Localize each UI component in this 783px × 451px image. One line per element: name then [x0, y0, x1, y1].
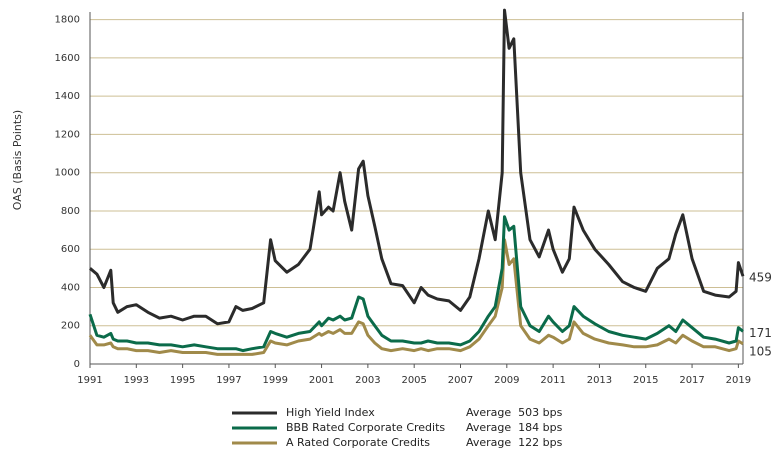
- end-label: 105: [749, 344, 772, 358]
- x-tick-label: 2017: [679, 375, 704, 386]
- y-tick-label: 0: [74, 359, 80, 370]
- legend-average: Average 184 bps: [466, 421, 563, 434]
- y-tick-label: 400: [61, 282, 80, 293]
- y-tick-label: 1200: [55, 129, 80, 140]
- x-tick-label: 1991: [77, 375, 102, 386]
- x-tick-label: 2019: [726, 375, 751, 386]
- x-tick-label: 2015: [633, 375, 658, 386]
- x-tick-label: 1999: [263, 375, 288, 386]
- y-tick-label: 800: [61, 206, 80, 217]
- x-tick-label: 2007: [448, 375, 473, 386]
- x-tick-label: 2009: [494, 375, 519, 386]
- x-tick-label: 2005: [401, 375, 426, 386]
- series-line: [88, 215, 744, 353]
- y-tick-label: 1600: [55, 53, 80, 64]
- series-line: [89, 8, 745, 326]
- legend-average: Average 503 bps: [466, 406, 563, 419]
- x-tick-label: 1993: [124, 375, 149, 386]
- legend-label: BBB Rated Corporate Credits: [286, 421, 445, 434]
- end-label: 459: [749, 271, 772, 285]
- y-tick-label: 1000: [55, 168, 80, 179]
- y-tick-label: 600: [61, 244, 80, 255]
- y-tick-label: 1800: [55, 15, 80, 26]
- series-line: [88, 238, 744, 356]
- legend-average: Average 122 bps: [466, 436, 563, 449]
- y-axis-label: OAS (Basis Points): [11, 110, 24, 210]
- x-tick-label: 2001: [309, 375, 334, 386]
- x-tick-label: 1995: [170, 375, 195, 386]
- x-tick-label: 2003: [355, 375, 380, 386]
- legend-label: High Yield Index: [286, 406, 375, 419]
- x-tick-label: 2011: [540, 375, 565, 386]
- legend-label: A Rated Corporate Credits: [286, 436, 430, 449]
- x-tick-label: 2013: [587, 375, 612, 386]
- y-tick-label: 200: [61, 321, 80, 332]
- end-label: 171: [749, 326, 772, 340]
- y-tick-label: 1400: [55, 91, 80, 102]
- x-tick-label: 1997: [216, 375, 241, 386]
